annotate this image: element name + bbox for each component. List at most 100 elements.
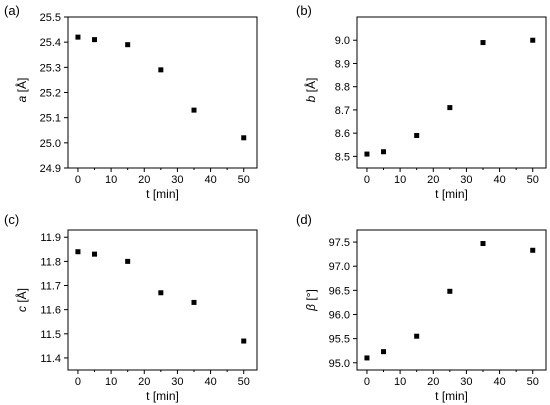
x-axis-label: t [min] — [435, 187, 468, 201]
data-point — [381, 149, 387, 155]
x-tick-label: 10 — [394, 174, 406, 186]
data-point — [75, 34, 81, 40]
x-tick-label: 20 — [138, 376, 150, 388]
data-point — [241, 338, 247, 344]
x-tick-label: 20 — [427, 174, 439, 186]
y-tick-label: 97.0 — [329, 261, 350, 273]
y-tick-label: 11.7 — [40, 281, 61, 293]
data-point — [158, 67, 164, 73]
y-tick-label: 97.5 — [329, 237, 350, 249]
y-axis-unit: [Å] — [14, 288, 29, 306]
plot-frame — [356, 16, 547, 169]
y-tick-label: 96.0 — [329, 309, 350, 321]
data-point — [530, 247, 536, 253]
x-tick-label: 10 — [105, 376, 117, 388]
y-tick-label: 95.5 — [329, 334, 350, 346]
data-point — [447, 105, 453, 111]
x-tick-label: 40 — [204, 174, 216, 186]
x-tick-label: 30 — [460, 376, 472, 388]
y-tick-label: 8.9 — [335, 58, 350, 70]
x-axis-label: t [min] — [435, 389, 468, 403]
y-axis-unit: [°] — [304, 289, 318, 304]
y-tick-label: 11.8 — [40, 256, 61, 268]
chart-panel-1: 0 10 20 30 40 50 24.9 25.0 25.1 25.2 25.3 25.4 25.5 t… — [4, 3, 258, 201]
y-axis-variable: c — [15, 306, 29, 312]
y-tick-label: 11.9 — [40, 232, 61, 244]
y-tick-label: 8.6 — [335, 128, 350, 140]
data-point — [530, 37, 536, 43]
panel-label: (b) — [296, 3, 312, 18]
y-axis-label: a [Å] — [14, 78, 29, 103]
x-tick-label: 40 — [493, 376, 505, 388]
data-point — [414, 132, 420, 138]
x-tick-label: 50 — [527, 376, 539, 388]
y-axis-variable: a — [15, 95, 29, 102]
y-tick-label: 25.5 — [40, 12, 61, 24]
x-tick-label: 0 — [75, 376, 81, 388]
y-axis-unit: [Å] — [303, 78, 318, 96]
x-tick-label: 50 — [527, 174, 539, 186]
y-axis-label: β [°] — [304, 289, 318, 312]
y-axis-variable: β — [304, 304, 318, 312]
x-tick-label: 30 — [460, 174, 472, 186]
y-tick-label: 8.7 — [335, 105, 350, 117]
panel-label: (c) — [4, 212, 19, 227]
data-point — [364, 355, 370, 361]
x-tick-label: 30 — [171, 376, 183, 388]
y-axis-unit: [Å] — [14, 78, 29, 96]
y-tick-label: 11.4 — [40, 353, 61, 365]
chart-panel-3: 0 10 20 30 40 50 11.4 11.5 11.6 11.7 11.8 11.9 t [mi… — [4, 212, 258, 403]
data-point — [125, 42, 131, 48]
y-tick-label: 25.4 — [40, 37, 61, 49]
y-tick-label: 8.8 — [335, 82, 350, 94]
y-tick-label: 11.5 — [40, 329, 61, 341]
y-axis-label: b [Å] — [303, 78, 318, 103]
panel-label: (a) — [4, 3, 20, 18]
x-tick-label: 10 — [105, 174, 117, 186]
data-point — [480, 241, 486, 247]
x-tick-label: 10 — [394, 376, 406, 388]
panel-label: (d) — [296, 212, 312, 227]
data-point — [364, 151, 370, 157]
y-tick-label: 9.0 — [335, 35, 350, 47]
data-point — [191, 107, 197, 113]
x-axis-label: t [min] — [146, 389, 179, 403]
x-tick-label: 0 — [75, 174, 81, 186]
x-tick-label: 40 — [204, 376, 216, 388]
data-point — [92, 37, 98, 43]
y-tick-label: 25.2 — [40, 88, 61, 100]
y-axis-label: c [Å] — [14, 288, 29, 312]
y-tick-label: 25.0 — [40, 138, 61, 150]
y-tick-label: 95.0 — [329, 358, 350, 370]
x-tick-label: 40 — [493, 174, 505, 186]
y-tick-label: 25.3 — [40, 62, 61, 74]
x-tick-label: 0 — [364, 376, 370, 388]
data-point — [480, 40, 486, 46]
x-tick-label: 50 — [238, 376, 250, 388]
data-point — [125, 258, 131, 264]
plot-frame — [356, 229, 547, 371]
x-tick-label: 0 — [364, 174, 370, 186]
data-point — [75, 249, 81, 255]
chart-panel-2: 0 10 20 30 40 50 8.5 8.6 8.7 8.8 8.9 9.0 t [min] b [Å… — [296, 3, 547, 201]
data-point — [241, 135, 247, 141]
data-point — [414, 333, 420, 339]
y-tick-label: 96.5 — [329, 285, 350, 297]
x-tick-label: 50 — [238, 174, 250, 186]
chart-panel-4: 0 10 20 30 40 50 95.0 95.5 96.0 96.5 97.0 97.5 t [mi… — [296, 212, 547, 403]
data-point — [447, 288, 453, 294]
y-tick-label: 25.1 — [40, 113, 61, 125]
y-tick-label: 8.5 — [335, 151, 350, 163]
x-tick-label: 20 — [138, 174, 150, 186]
data-point — [92, 251, 98, 257]
plot-frame — [67, 229, 258, 371]
y-tick-label: 11.6 — [40, 305, 61, 317]
x-tick-label: 30 — [171, 174, 183, 186]
y-tick-label: 24.9 — [40, 163, 61, 175]
data-point — [158, 290, 164, 296]
y-axis-variable: b — [304, 95, 318, 102]
x-axis-label: t [min] — [146, 187, 179, 201]
data-point — [191, 299, 197, 305]
data-point — [381, 349, 387, 355]
